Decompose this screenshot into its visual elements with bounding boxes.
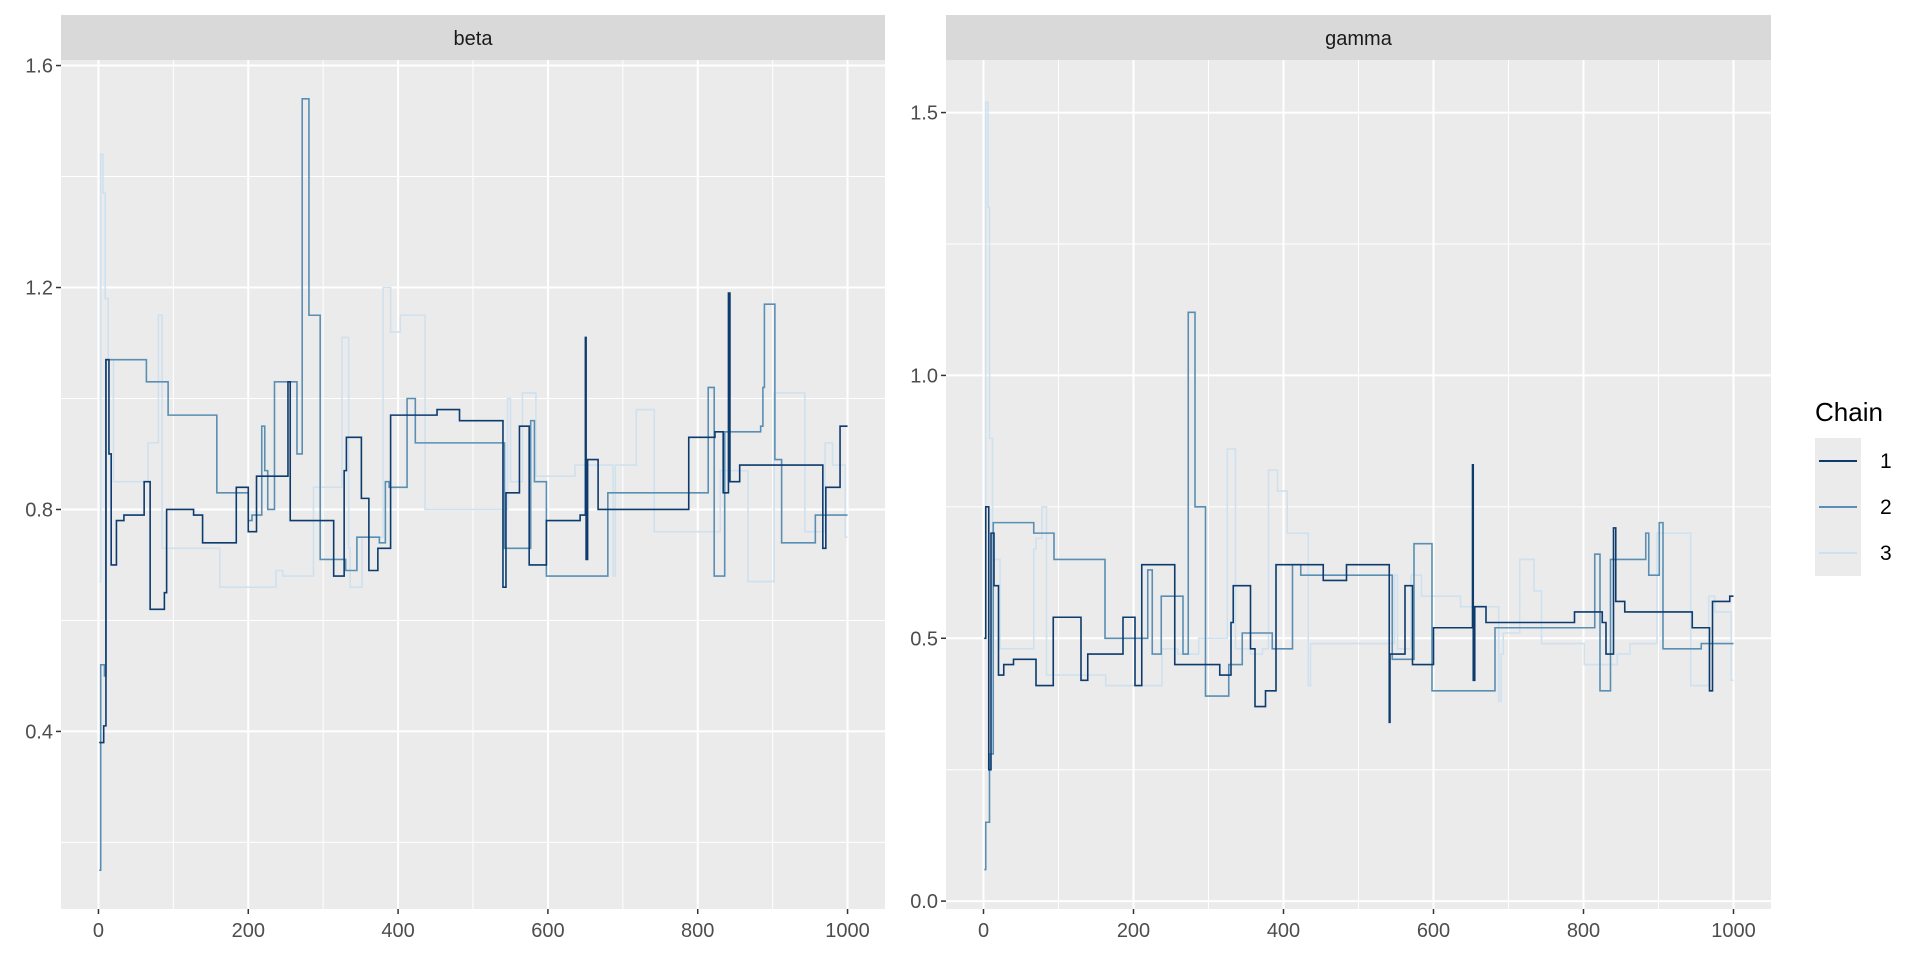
x-tick-label: 800 — [681, 920, 714, 942]
facet-panels: beta 0.4 0.8 1.2 1.6 0 200 400 600 800 1000 gamma 0.… — [25, 15, 1771, 942]
panel-gamma: gamma 0.0 0.5 1.0 1.5 0 200 400 600 800 1000 — [910, 15, 1771, 942]
y-tick-label: 0.5 — [910, 628, 938, 650]
trace-line-gamma-chain-3 — [984, 101, 1734, 703]
y-tick-label: 1.5 — [910, 103, 938, 125]
trace-line-beta-chain-1 — [99, 292, 848, 744]
strip-background — [946, 15, 1771, 60]
strip-label-gamma: gamma — [1325, 28, 1393, 50]
trace-line-beta-chain-3 — [99, 153, 848, 588]
legend: Chain 1 2 3 — [1815, 397, 1892, 576]
x-tick-label: 0 — [978, 920, 989, 942]
x-tick-label: 400 — [381, 920, 414, 942]
trace-line-beta-chain-2 — [99, 98, 848, 871]
y-tick-label: 1.2 — [25, 278, 53, 300]
strip-background — [61, 15, 885, 60]
x-tick-label: 200 — [1117, 920, 1150, 942]
x-tick-label: 400 — [1267, 920, 1300, 942]
x-tick-label: 600 — [1417, 920, 1450, 942]
x-tick-label: 800 — [1567, 920, 1600, 942]
y-tick-label: 1.6 — [25, 56, 53, 78]
legend-label-chain-2: 2 — [1880, 496, 1892, 519]
y-tick-label: 0.4 — [25, 721, 53, 743]
legend-label-chain-1: 1 — [1880, 450, 1892, 473]
x-tick-label: 200 — [232, 920, 265, 942]
x-tick-label: 600 — [531, 920, 564, 942]
legend-label-chain-3: 3 — [1880, 542, 1892, 565]
x-tick-label: 0 — [93, 920, 104, 942]
panel-beta: beta 0.4 0.8 1.2 1.6 0 200 400 600 800 1000 — [25, 15, 885, 942]
legend-title: Chain — [1815, 397, 1883, 427]
y-tick-label: 1.0 — [910, 365, 938, 387]
trace-line-gamma-chain-1 — [984, 463, 1734, 771]
x-tick-label: 1000 — [1711, 920, 1756, 942]
strip-label-beta: beta — [454, 28, 494, 50]
x-tick-label: 1000 — [825, 920, 870, 942]
y-tick-label: 0.0 — [910, 891, 938, 913]
trace-line-gamma-chain-2 — [984, 311, 1734, 871]
y-tick-label: 0.8 — [25, 499, 53, 521]
